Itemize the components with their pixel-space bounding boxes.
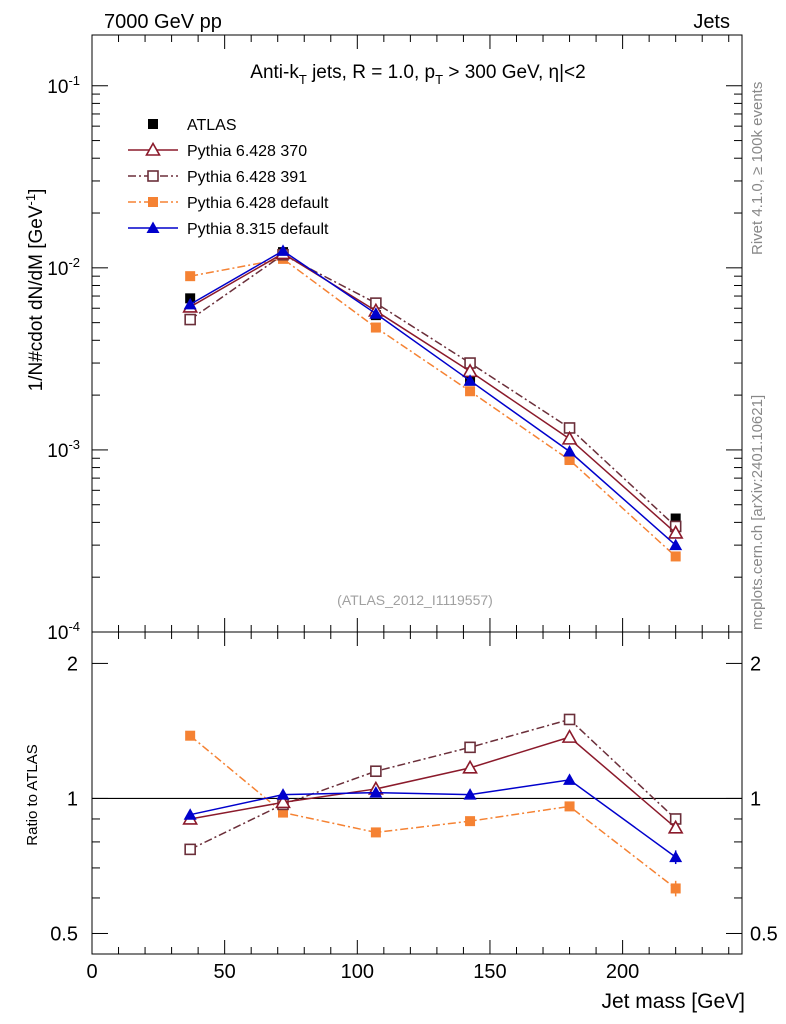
data-point-pythia-8-315-default <box>276 244 290 256</box>
x-tick-label: 200 <box>606 961 639 983</box>
ratio-point-pythia-6-428-391 <box>370 765 382 778</box>
x-tick-label: 100 <box>341 961 374 983</box>
series-line-pythia-6-428-default <box>190 258 677 557</box>
ratio-point-pythia-8-315-default <box>463 788 477 800</box>
data-point-pythia-8-315-default <box>463 374 477 386</box>
legend-label-pythia-6-428-default: Pythia 6.428 default <box>187 195 329 212</box>
x-tick-label: 0 <box>86 961 97 983</box>
xlabel: Jet mass [GeV] <box>601 990 745 1013</box>
ratio-point-pythia-6-428-391 <box>184 843 196 856</box>
ratio-line-pythia-6-428-391 <box>189 718 677 851</box>
ratio-point-pythia-8-315-default <box>563 773 577 785</box>
legend-label-pythia-6-428-370: Pythia 6.428 370 <box>187 143 307 160</box>
top-series-group <box>182 244 684 562</box>
data-point-atlas <box>670 513 681 524</box>
ratio-y-tick-label: 1 <box>67 788 78 810</box>
ratio-point-pythia-6-428-default <box>465 816 476 827</box>
data-point-pythia-8-315-default <box>669 538 683 551</box>
series-line-pythia-6-428-370 <box>189 252 677 534</box>
ratio-point-pythia-6-428-default <box>564 801 575 812</box>
legend-marker-pythia-6-428-391 <box>147 170 159 182</box>
ratio-line-pythia-6-428-default <box>189 735 677 890</box>
legend-marker-pythia-8-315-default <box>146 221 160 233</box>
ratio-y-tick-label-right: 0.5 <box>750 923 778 945</box>
series-line-pythia-6-428-391 <box>189 253 677 527</box>
x-tick-label: 50 <box>214 961 236 983</box>
ratio-point-pythia-6-428-391 <box>464 741 476 754</box>
legend-label-atlas: ATLAS <box>187 117 237 134</box>
data-point-pythia-6-428-391 <box>184 313 196 326</box>
series-line-pythia-8-315-default <box>189 249 677 546</box>
legend-marker-pythia-6-428-370 <box>145 141 161 156</box>
ratio-y-tick-label-right: 2 <box>750 653 761 675</box>
y-tick-label: 10-3 <box>47 437 80 462</box>
legend-marker-pythia-6-428-default <box>148 197 158 207</box>
ratio-ylabel: Ratio to ATLAS <box>24 744 41 845</box>
ratio-point-pythia-8-315-default <box>276 788 290 800</box>
ratio-point-pythia-6-428-370 <box>561 728 578 743</box>
data-point-pythia-6-428-default <box>670 551 681 562</box>
top-ylabel: 1/N#cdot dN/dM [GeV-1] <box>23 189 47 392</box>
top-axes: 10-1 10-2 10-3 10-4 <box>47 35 742 644</box>
ratio-point-pythia-6-428-370 <box>275 794 291 809</box>
ratio-line-pythia-8-315-default <box>190 779 677 858</box>
legend-label-pythia-8-315-default: Pythia 8.315 default <box>187 221 329 238</box>
mcplots-label: mcplots.cern.ch [arXiv:2401.10621] <box>749 395 766 630</box>
ratio-point-pythia-6-428-default <box>370 827 381 838</box>
data-point-pythia-6-428-default <box>370 322 381 333</box>
y-tick-label: 10-2 <box>47 255 80 280</box>
y-tick-label: 10-1 <box>47 73 80 98</box>
x-tick-label: 150 <box>473 961 506 983</box>
ratio-axes: 0 50 100 150 200 2 2 1 1 0.5 0.5 <box>50 632 778 983</box>
ratio-panel-frame <box>91 631 743 955</box>
ratio-point-pythia-6-428-370 <box>667 819 684 834</box>
plot-title: Anti-kT jets, R = 1.0, pT > 300 GeV, η|<… <box>250 62 585 87</box>
header-left: 7000 GeV pp <box>104 11 222 33</box>
legend-label-pythia-6-428-391: Pythia 6.428 391 <box>187 169 307 186</box>
ratio-point-pythia-6-428-default <box>185 730 196 741</box>
legend-marker-atlas <box>148 119 158 129</box>
legend: ATLAS Pythia 6.428 370 Pythia 6.428 391 Pyt… <box>128 117 329 238</box>
header-right: Jets <box>693 11 730 33</box>
y-tick-label: 10-4 <box>47 619 80 644</box>
analysis-id: (ATLAS_2012_I1119557) <box>337 592 493 608</box>
ratio-point-pythia-6-428-391 <box>563 713 576 726</box>
data-point-pythia-8-315-default <box>563 445 577 457</box>
ratio-point-pythia-6-428-370 <box>462 759 478 774</box>
data-point-pythia-6-428-default <box>465 386 476 397</box>
ratio-y-tick-label-right: 1 <box>750 788 761 810</box>
data-point-pythia-6-428-370 <box>667 524 684 539</box>
ratio-point-pythia-8-315-default <box>183 808 197 820</box>
ratio-y-tick-label: 0.5 <box>50 923 78 945</box>
data-point-pythia-6-428-default <box>564 455 575 466</box>
ratio-series-group <box>182 713 684 897</box>
data-point-pythia-8-315-default <box>369 307 383 319</box>
rivet-label: Rivet 4.1.0, ≥ 100k events <box>749 82 766 255</box>
data-point-pythia-6-428-default <box>185 271 196 282</box>
ratio-point-pythia-8-315-default <box>369 786 383 798</box>
ratio-point-pythia-6-428-default <box>278 807 289 818</box>
data-point-pythia-8-315-default <box>183 297 197 310</box>
ratio-y-tick-label: 2 <box>67 653 78 675</box>
data-point-pythia-6-428-370 <box>561 430 578 445</box>
ratio-line-pythia-6-428-370 <box>190 736 677 829</box>
